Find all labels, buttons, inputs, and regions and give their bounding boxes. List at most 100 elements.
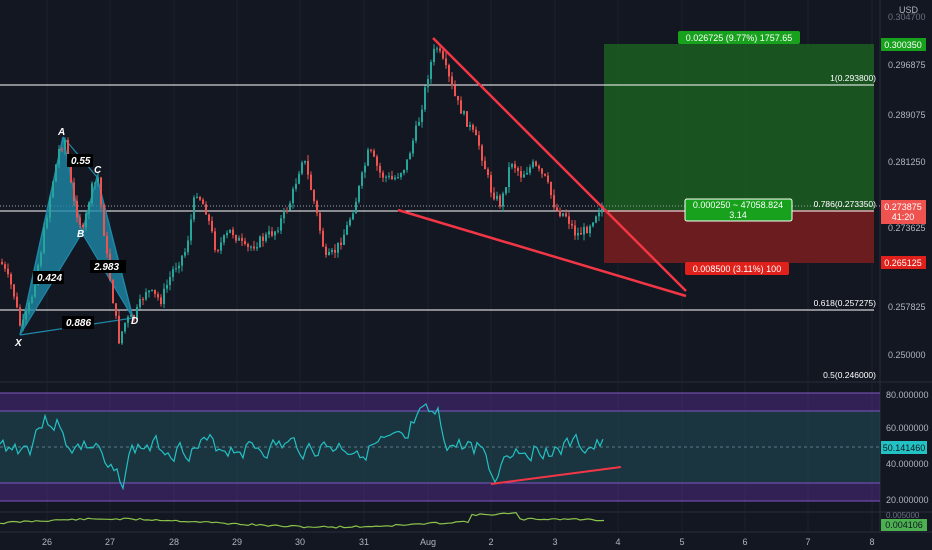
candle-body (94, 182, 96, 184)
candle-body (196, 196, 198, 198)
candle-body (181, 255, 183, 266)
candle-body (193, 197, 195, 220)
fib-label-1: 1(0.293800) (830, 73, 876, 83)
candle-body (430, 61, 432, 80)
candle-body (283, 210, 285, 219)
candle-body (52, 181, 54, 198)
time-tick: 5 (679, 537, 684, 547)
candle-body (106, 235, 108, 254)
wedge-upper-trendline[interactable] (432, 37, 687, 292)
loss-label-box (685, 262, 789, 275)
candle-body (1, 262, 3, 265)
candle-body (88, 202, 90, 214)
candle-body (259, 236, 261, 248)
time-tick: 4 (615, 537, 620, 547)
candle-body (352, 213, 354, 220)
candle-body (322, 230, 324, 247)
candle-body (124, 322, 126, 332)
center-label: 0.000250 ~ 47058.824 (693, 200, 783, 210)
candle-body (385, 176, 387, 178)
profit-zone[interactable] (604, 44, 874, 210)
candle-body (217, 250, 219, 252)
candle-body (493, 192, 495, 200)
candle-body (460, 100, 462, 114)
rsi-tick: 80.000000 (886, 390, 929, 400)
candle-body (43, 227, 45, 253)
candle-body (301, 162, 303, 174)
candle-body (4, 264, 6, 269)
price-tick: 0.289075 (888, 110, 926, 120)
candle-body (223, 235, 225, 243)
candle-body (577, 232, 579, 236)
current-price: 0.273875 (884, 202, 922, 212)
candle-body (136, 307, 138, 320)
candle-body (481, 145, 483, 161)
candle-body (172, 269, 174, 278)
candlestick-series (1, 44, 603, 345)
candle-body (28, 302, 30, 312)
center-label-box[interactable] (684, 198, 793, 222)
candle-body (247, 243, 249, 248)
wedge-lower-trendline[interactable] (397, 208, 687, 298)
candle-body (517, 168, 519, 172)
candle-body (130, 315, 132, 317)
candle-body (448, 65, 450, 77)
rsi-value: 50.141460 (883, 443, 926, 453)
point-label-d: D (131, 316, 138, 327)
candle-body (394, 177, 396, 180)
candle-body (457, 95, 459, 101)
candle-body (487, 169, 489, 176)
time-tick: Aug (420, 537, 436, 547)
candle-body (163, 288, 165, 305)
rsi-oversold-band (0, 483, 880, 501)
candle-body (133, 315, 135, 320)
candle-body (340, 242, 342, 245)
point-label-a: A (57, 127, 65, 138)
candle-body (85, 213, 87, 228)
candle-body (160, 297, 162, 305)
candle-body (541, 168, 543, 174)
candle-body (445, 58, 447, 66)
candle-body (478, 135, 480, 146)
candle-body (169, 277, 171, 285)
harmonic-diagonal (81, 232, 134, 319)
candle-body (358, 185, 360, 202)
candle-body (547, 175, 549, 182)
rsi-divergence-line[interactable] (490, 466, 622, 485)
candle-body (166, 284, 168, 289)
candle-body (118, 315, 120, 344)
candle-body (304, 160, 306, 163)
loss-label: 0.008500 (3.11%) 100 (693, 264, 781, 274)
candle-body (250, 246, 252, 248)
candle-body (379, 165, 381, 173)
candle-body (34, 284, 36, 297)
candle-body (427, 79, 429, 88)
candle-body (277, 230, 279, 232)
candle-body (265, 234, 267, 241)
candle-body (244, 240, 246, 244)
time-tick: 26 (42, 537, 52, 547)
candle-body (343, 234, 345, 245)
time-tick: 31 (359, 537, 369, 547)
candle-body (424, 87, 426, 110)
candle-body (97, 177, 99, 183)
time-tick: 7 (805, 537, 810, 547)
candle-body (466, 111, 468, 127)
candle-body (508, 167, 510, 187)
candle-body (397, 177, 399, 179)
ratio-label-xb: 0.424 (37, 273, 62, 284)
candle-body (568, 216, 570, 224)
candle-body (442, 50, 444, 59)
ratio-label-ab: 0.55 (71, 156, 91, 167)
currency-label: USD (899, 5, 919, 15)
candle-body (220, 242, 222, 251)
candle-body (571, 223, 573, 226)
rsi-tick: 40.000000 (886, 459, 929, 469)
time-axis[interactable]: 26 27 28 29 30 31 Aug 2 3 4 5 6 7 8 (42, 537, 875, 547)
candle-body (412, 140, 414, 154)
candle-body (91, 183, 93, 203)
candle-body (61, 149, 63, 151)
point-label-b: B (77, 229, 84, 240)
candle-body (262, 236, 264, 241)
